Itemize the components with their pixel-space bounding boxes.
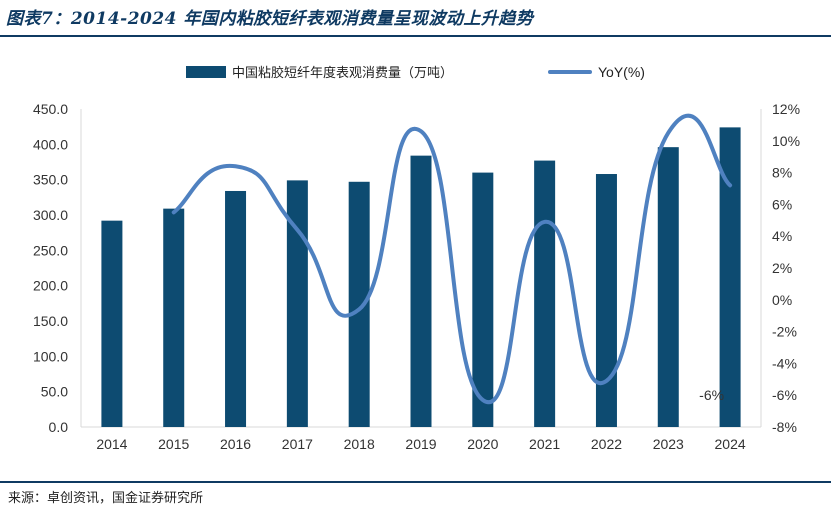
y-left-tick-label: 200.0 bbox=[33, 278, 68, 294]
y-right-tick-label: 2% bbox=[772, 260, 792, 276]
y-right-tick-label: 8% bbox=[772, 165, 792, 181]
yoy-point bbox=[605, 380, 607, 382]
x-tick-label: 2018 bbox=[344, 436, 375, 452]
bar bbox=[534, 160, 556, 427]
x-tick-label: 2021 bbox=[529, 436, 560, 452]
bar bbox=[163, 208, 185, 427]
legend: 中国粘胶短纤年度表观消费量（万吨） YoY(%) bbox=[186, 64, 645, 80]
bar bbox=[286, 180, 308, 427]
y-left-tick-label: 0.0 bbox=[49, 419, 69, 435]
bar bbox=[719, 127, 741, 427]
y-right-tick-label: 4% bbox=[772, 228, 792, 244]
annotations: -6% bbox=[699, 387, 724, 403]
top-rule bbox=[0, 35, 831, 37]
y-left-tick-label: 150.0 bbox=[33, 313, 68, 329]
bar bbox=[472, 172, 494, 427]
y-right-tick-label: 0% bbox=[772, 292, 792, 308]
y-right-tick-label: -6% bbox=[772, 387, 797, 403]
legend-bar-swatch bbox=[186, 66, 226, 78]
x-tick-label: 2017 bbox=[282, 436, 313, 452]
bar bbox=[595, 174, 617, 427]
y-right-tick-label: 12% bbox=[772, 101, 800, 117]
bar bbox=[101, 220, 123, 427]
yoy-point bbox=[729, 184, 731, 186]
x-tick-label: 2016 bbox=[220, 436, 251, 452]
bar-series bbox=[101, 127, 741, 427]
x-tick-label: 2015 bbox=[158, 436, 189, 452]
y-right-tick-label: 10% bbox=[772, 133, 800, 149]
legend-bar-label: 中国粘胶短纤年度表观消费量（万吨） bbox=[232, 65, 453, 80]
x-tick-label: 2022 bbox=[591, 436, 622, 452]
yoy-point bbox=[420, 130, 422, 132]
x-tick-label: 2014 bbox=[96, 436, 127, 452]
bar bbox=[348, 181, 370, 427]
y-right-tick-label: -4% bbox=[772, 355, 797, 371]
yoy-point bbox=[358, 308, 360, 310]
y-left-tick-label: 50.0 bbox=[41, 384, 68, 400]
yoy-line bbox=[171, 113, 733, 405]
y-right-tick-label: 6% bbox=[772, 196, 792, 212]
legend-line-label: YoY(%) bbox=[598, 64, 645, 80]
x-tick-label: 2023 bbox=[653, 436, 684, 452]
y-left-tick-label: 450.0 bbox=[33, 101, 68, 117]
yoy-point bbox=[173, 211, 175, 213]
y-right-tick-label: -8% bbox=[772, 419, 797, 435]
y-left-tick-label: 350.0 bbox=[33, 172, 68, 188]
yoy-point bbox=[667, 132, 669, 134]
x-tick-label: 2019 bbox=[405, 436, 436, 452]
annotation-label: -6% bbox=[699, 387, 724, 403]
y-left-tick-label: 250.0 bbox=[33, 242, 68, 258]
x-tick-label: 2024 bbox=[715, 436, 746, 452]
y-left-tick-label: 400.0 bbox=[33, 136, 68, 152]
bottom-rule bbox=[0, 481, 831, 483]
chart-canvas: 中国粘胶短纤年度表观消费量（万吨） YoY(%) 0.0 50.0 100.0 150… bbox=[33, 64, 800, 452]
y-left-tick-label: 300.0 bbox=[33, 207, 68, 223]
y-left-tick-label: 100.0 bbox=[33, 348, 68, 364]
yoy-point bbox=[482, 399, 484, 401]
bar bbox=[657, 147, 679, 427]
yoy-point bbox=[235, 165, 237, 167]
y-right-tick-label: -2% bbox=[772, 324, 797, 340]
yoy-point bbox=[296, 229, 298, 231]
yoy-point bbox=[544, 221, 546, 223]
axes: 0.0 50.0 100.0 150.0 200.0 250.0 300.0 350.0 400… bbox=[33, 101, 800, 452]
x-tick-label: 2020 bbox=[467, 436, 498, 452]
yoy-line-series bbox=[171, 113, 733, 405]
bar bbox=[225, 190, 247, 427]
chart-title: 图表7：2014-2024 年国内粘胶短纤表观消费量呈现波动上升趋势 bbox=[6, 9, 534, 29]
source-note: 来源：卓创资讯，国金证券研究所 bbox=[8, 491, 204, 506]
bar bbox=[410, 155, 432, 427]
